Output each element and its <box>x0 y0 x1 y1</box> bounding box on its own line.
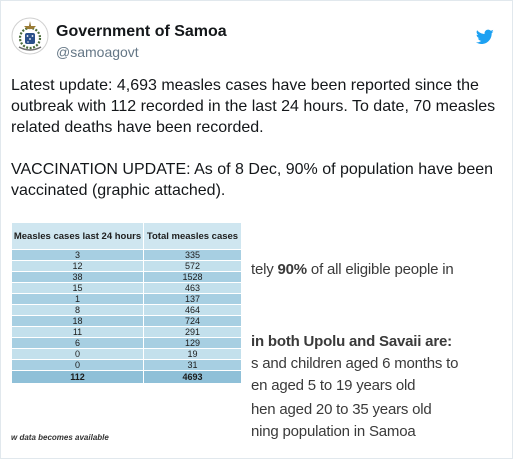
graphic-text-line-1: tely 90% of all eligible people in <box>251 261 454 278</box>
author-block[interactable]: Government of Samoa @samoagovt <box>56 23 227 61</box>
table-row: 0 31 <box>11 359 257 371</box>
cell-24h: 1 <box>11 293 144 305</box>
tweet-header: Government of Samoa @samoagovt <box>11 17 502 65</box>
cell-spacer <box>241 370 257 384</box>
tweet-text: Latest update: 4,693 measles cases have … <box>11 75 501 201</box>
graphic-text-line-5: hen aged 20 to 35 years old <box>251 401 432 418</box>
snippet-1-bold: 90% <box>277 261 308 278</box>
cell-total: 129 <box>143 337 242 349</box>
table-row: 18 724 <box>11 315 257 327</box>
cell-24h: 38 <box>11 271 144 283</box>
graphic-text-line-3: s and children aged 6 months to <box>251 355 459 372</box>
table-row: 8 464 <box>11 304 257 316</box>
table-row: 6 129 <box>11 337 257 349</box>
snippet-1-post: of all eligible people in <box>306 261 454 278</box>
cell-24h: 12 <box>11 260 144 272</box>
samoa-coat-of-arms-icon[interactable] <box>11 17 49 55</box>
cell-24h: 0 <box>11 348 144 360</box>
tweet-paragraph-1: Latest update: 4,693 measles cases have … <box>11 77 496 136</box>
attached-graphic[interactable]: Measles cases last 24 hours Total measle… <box>11 221 503 453</box>
cell-total: 291 <box>143 326 242 338</box>
graphic-text-line-4: en aged 5 to 19 years old <box>251 377 416 394</box>
graphic-footnote: w data becomes available <box>11 433 109 442</box>
table-row: 38 1528 <box>11 271 257 283</box>
graphic-text-line-6: ning population in Samoa <box>251 423 416 440</box>
cell-spacer <box>241 282 257 294</box>
table-row: 3 335 <box>11 249 257 261</box>
cell-24h: 0 <box>11 359 144 371</box>
cell-total: 724 <box>143 315 242 327</box>
cell-spacer <box>241 293 257 305</box>
table-row: 12 572 <box>11 260 257 272</box>
cell-24h: 11 <box>11 326 144 338</box>
header-cases-24h: Measles cases last 24 hours <box>11 222 144 250</box>
cell-24h-total: 112 <box>11 370 144 384</box>
cell-spacer <box>241 249 257 261</box>
cell-24h: 15 <box>11 282 144 294</box>
cell-total: 572 <box>143 260 242 272</box>
measles-table: Measles cases last 24 hours Total measle… <box>11 222 257 384</box>
display-name[interactable]: Government of Samoa <box>56 23 227 40</box>
twitter-bird-icon[interactable] <box>475 29 494 45</box>
tweet-paragraph-2: VACCINATION UPDATE: As of 8 Dec, 90% of … <box>11 161 494 199</box>
graphic-text-line-2: in both Upolu and Savaii are: <box>251 333 452 350</box>
cell-24h: 3 <box>11 249 144 261</box>
cell-total: 464 <box>143 304 242 316</box>
table-row: 0 19 <box>11 348 257 360</box>
cell-total: 463 <box>143 282 242 294</box>
cell-spacer <box>241 304 257 316</box>
cell-24h: 18 <box>11 315 144 327</box>
cell-24h: 8 <box>11 304 144 316</box>
cell-total-total: 4693 <box>143 370 242 384</box>
table-total-row: 112 4693 <box>11 370 257 384</box>
snippet-1-pre: tely <box>251 261 278 278</box>
cell-spacer <box>241 315 257 327</box>
cell-total: 335 <box>143 249 242 261</box>
cell-total: 31 <box>143 359 242 371</box>
header-spacer <box>241 222 257 250</box>
cell-total: 1528 <box>143 271 242 283</box>
cell-24h: 6 <box>11 337 144 349</box>
cell-total: 19 <box>143 348 242 360</box>
table-row: 1 137 <box>11 293 257 305</box>
table-row: 11 291 <box>11 326 257 338</box>
table-row: 15 463 <box>11 282 257 294</box>
header-total-cases: Total measles cases <box>143 222 242 250</box>
cell-total: 137 <box>143 293 242 305</box>
user-handle[interactable]: @samoagovt <box>56 44 139 60</box>
